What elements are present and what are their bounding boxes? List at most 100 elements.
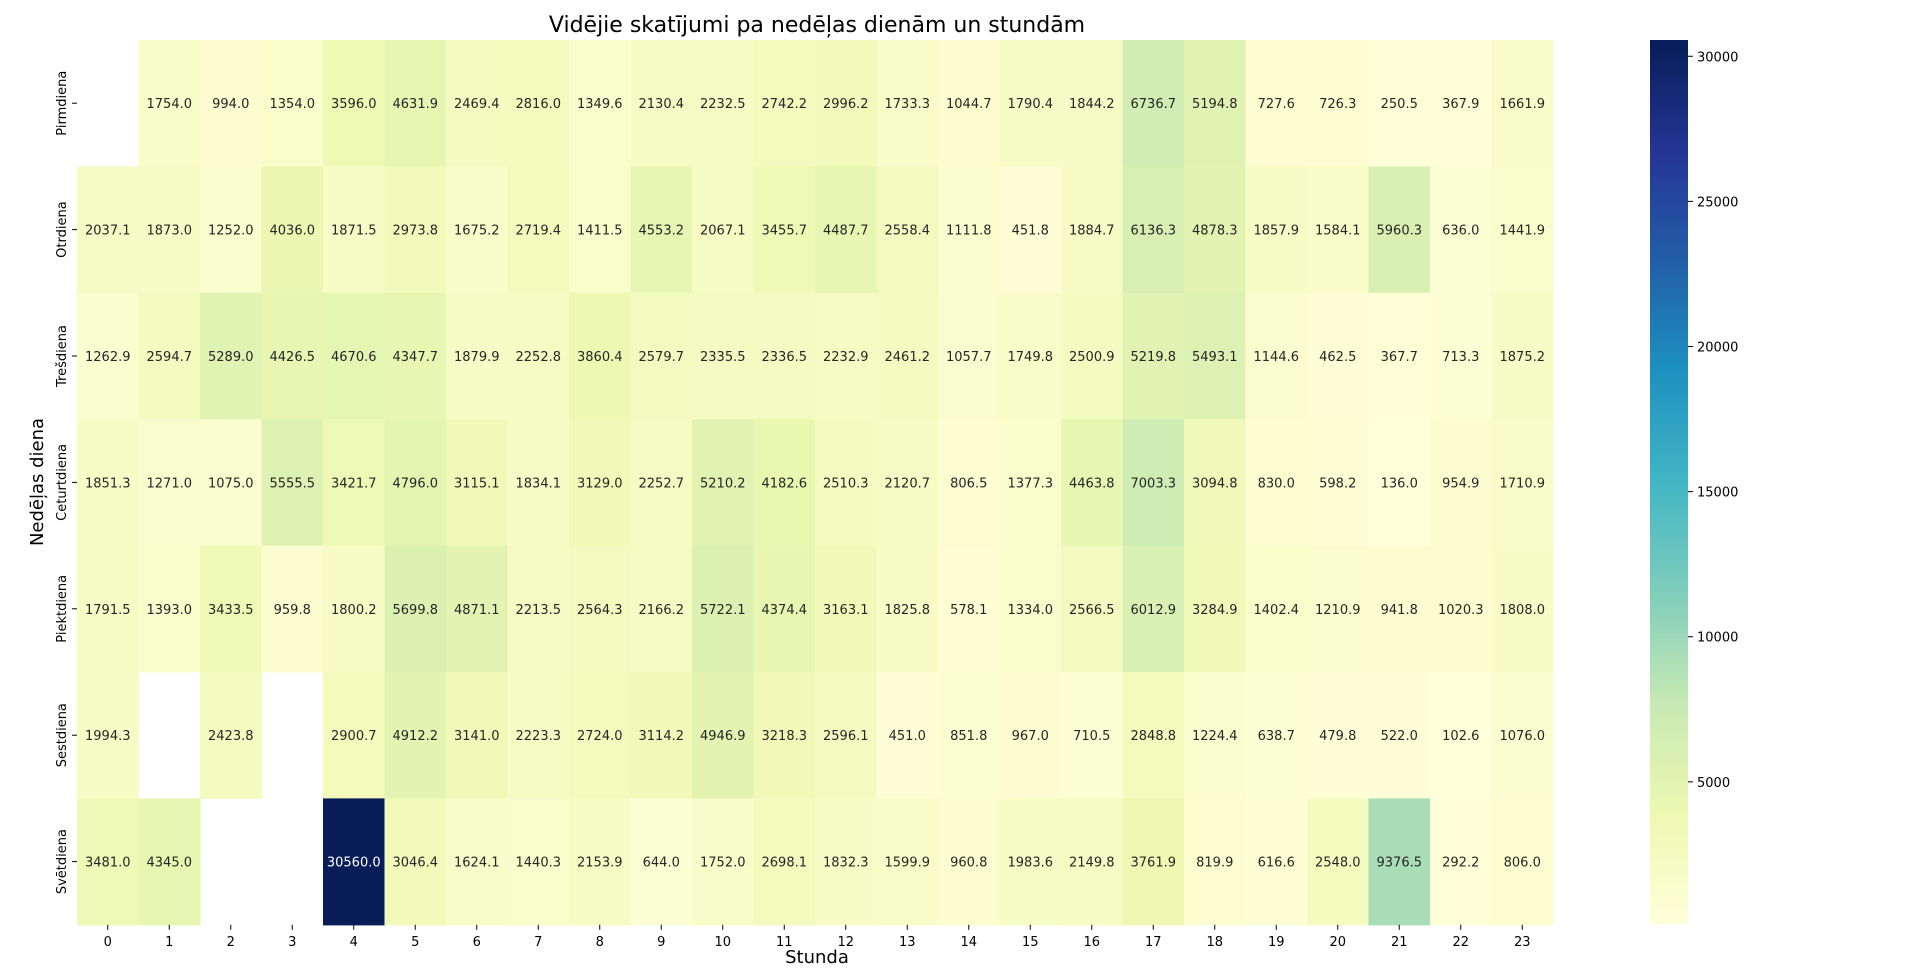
cell-value-label: 616.6 — [1258, 856, 1295, 871]
cell-value-label: 2067.1 — [700, 224, 746, 239]
cell-value-label: 3860.4 — [577, 350, 623, 365]
cell-value-label: 3218.3 — [762, 729, 808, 744]
cell-value-label: 1044.7 — [946, 97, 992, 112]
heatmap-cell — [1122, 672, 1185, 799]
cell-value-label: 2848.8 — [1131, 729, 1177, 744]
cell-value-label: 4463.8 — [1069, 476, 1115, 491]
heatmap-cell — [1430, 166, 1493, 294]
heatmap-cell — [1307, 292, 1370, 420]
heatmap-cell — [1307, 40, 1370, 167]
cell-value-label: 2719.4 — [516, 224, 562, 239]
cell-value-label: 1020.3 — [1438, 603, 1484, 618]
cell-value-label: 1377.3 — [1008, 476, 1054, 491]
heatmap-cell — [1245, 292, 1308, 420]
cell-value-label: 4878.3 — [1192, 224, 1238, 239]
cell-value-label: 4670.6 — [331, 350, 377, 365]
cell-value-label: 1349.6 — [577, 97, 623, 112]
x-tick-label: 14 — [960, 935, 977, 950]
cell-value-label: 1790.4 — [1008, 97, 1054, 112]
cell-value-label: 2579.7 — [639, 350, 685, 365]
x-tick-label: 15 — [1022, 935, 1039, 950]
heatmap-cell — [261, 166, 324, 294]
heatmap-cell — [138, 419, 201, 547]
heatmap-cell — [569, 40, 632, 167]
heatmap-cell — [1245, 40, 1308, 167]
heatmap-cell — [261, 545, 324, 673]
cell-value-label: 2469.4 — [454, 97, 500, 112]
cell-value-label: 3141.0 — [454, 729, 500, 744]
heatmap-cell — [200, 419, 263, 547]
cell-value-label: 1994.3 — [85, 729, 131, 744]
heatmap-cell — [1245, 545, 1308, 673]
x-tick-label: 22 — [1452, 935, 1469, 950]
cell-value-label: 2596.1 — [823, 729, 869, 744]
heatmap-cell — [1491, 545, 1554, 673]
heatmap-cell — [1245, 166, 1308, 294]
cell-value-label: 2166.2 — [639, 603, 685, 618]
cell-value-label: 367.9 — [1442, 97, 1479, 112]
cell-value-label: 1599.9 — [885, 856, 931, 871]
heatmap-cell — [630, 798, 693, 926]
cell-value-label: 994.0 — [212, 97, 249, 112]
cell-value-label: 713.3 — [1442, 350, 1479, 365]
heatmap-cell — [630, 292, 693, 420]
heatmap-cell — [753, 292, 816, 420]
heatmap-cell — [692, 292, 755, 420]
heatmap-cell — [876, 166, 939, 294]
heatmap-cell — [77, 419, 140, 547]
cell-value-label: 3421.7 — [331, 476, 377, 491]
heatmap-cell — [630, 166, 693, 294]
heatmap-cell — [323, 545, 386, 673]
heatmap-cell — [1430, 798, 1493, 926]
y-tick-label: Svētdiena — [55, 829, 70, 894]
heatmap-cell — [1184, 798, 1247, 926]
x-tick-label: 0 — [104, 935, 112, 950]
heatmap-cell — [507, 40, 570, 167]
cell-value-label: 2232.9 — [823, 350, 869, 365]
cell-value-label: 2232.5 — [700, 97, 746, 112]
x-tick-label: 17 — [1145, 935, 1162, 950]
cell-value-label: 2252.8 — [516, 350, 562, 365]
y-tick-label: Sestdiena — [55, 703, 70, 767]
cell-value-label: 4182.6 — [762, 476, 808, 491]
x-axis-ticks: 0 1 2 3 4 5 6 7 8 9 10 11 12 13 14 15 16 17 18 19 20 21 22 23 — [104, 924, 1531, 950]
heatmap-cell — [1491, 40, 1554, 167]
cell-value-label: 5722.1 — [700, 603, 746, 618]
cell-value-label: 638.7 — [1258, 729, 1295, 744]
cell-value-label: 1800.2 — [331, 603, 377, 618]
heatmap-cell — [138, 798, 201, 926]
cell-value-label: 1733.3 — [885, 97, 931, 112]
heatmap-cells: 1754.0 994.0 1354.0 3596.0 4631.9 2469.4 2816.… — [77, 40, 1554, 926]
heatmap-cell — [1430, 545, 1493, 673]
heatmap-cell — [876, 672, 939, 799]
cell-value-label: 2223.3 — [516, 729, 562, 744]
cell-value-label: 479.8 — [1319, 729, 1356, 744]
cell-value-label: 3481.0 — [85, 856, 131, 871]
x-axis-label: Stunda — [785, 947, 849, 968]
heatmap-cell — [569, 419, 632, 547]
cell-value-label: 1584.1 — [1315, 224, 1361, 239]
heatmap-cell — [999, 40, 1062, 167]
heatmap-cell — [384, 672, 447, 799]
cell-value-label: 6012.9 — [1131, 603, 1177, 618]
cell-value-label: 4345.0 — [147, 856, 193, 871]
heatmap-cell — [507, 672, 570, 799]
heatmap-cell — [692, 419, 755, 547]
heatmap-cell — [507, 166, 570, 294]
heatmap-cell — [630, 545, 693, 673]
cell-value-label: 2996.2 — [823, 97, 869, 112]
heatmap-cell — [77, 545, 140, 673]
cell-value-label: 1252.0 — [208, 224, 254, 239]
cell-value-label: 1057.7 — [946, 350, 992, 365]
heatmap-cell — [1245, 419, 1308, 547]
heatmap-cell — [446, 545, 509, 673]
heatmap-cell — [1491, 166, 1554, 294]
cell-value-label: 806.5 — [950, 476, 987, 491]
heatmap-cell — [938, 672, 1001, 799]
x-tick-label: 11 — [776, 935, 793, 950]
heatmap-cell — [384, 40, 447, 167]
heatmap-cell — [1307, 166, 1370, 294]
heatmap-cell — [384, 292, 447, 420]
heatmap-cell — [815, 798, 878, 926]
cell-value-label: 5555.5 — [270, 476, 316, 491]
